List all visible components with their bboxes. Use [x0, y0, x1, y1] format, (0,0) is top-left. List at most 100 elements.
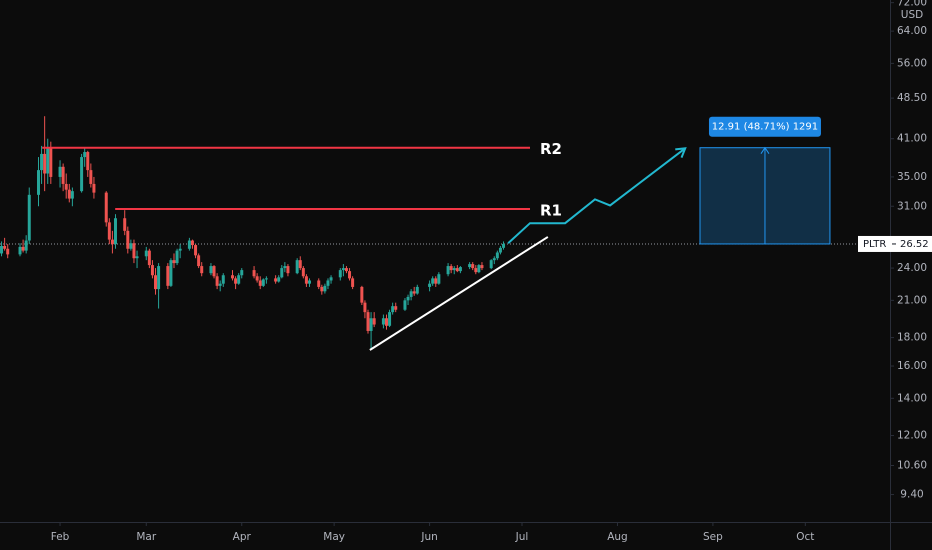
- candle-body: [172, 260, 176, 264]
- y-tick-label: 12.00: [897, 430, 927, 442]
- currency-label: USD: [901, 9, 923, 21]
- x-tick-label: Oct: [796, 531, 814, 543]
- candle-body: [169, 260, 173, 286]
- y-tick-label: 72.00: [897, 0, 927, 9]
- candle-body: [264, 278, 268, 280]
- candle-body: [126, 230, 130, 249]
- candle-body: [27, 194, 31, 241]
- candle-body: [369, 318, 373, 331]
- candle-body: [280, 268, 284, 278]
- candle-body: [80, 157, 84, 192]
- candle-body: [489, 260, 493, 269]
- candle-body: [200, 266, 204, 274]
- candle-body: [83, 152, 87, 158]
- candle-body: [61, 166, 65, 184]
- candle-body: [437, 274, 441, 284]
- x-tick-label: Aug: [607, 531, 628, 543]
- candle-body: [261, 279, 265, 286]
- candle-body: [18, 246, 22, 255]
- candle-body: [154, 275, 158, 290]
- candle-body: [298, 260, 302, 269]
- candle-body: [403, 300, 407, 310]
- candle-body: [480, 265, 484, 269]
- candle-body: [43, 153, 47, 174]
- candle-body: [24, 240, 28, 251]
- candle-body: [415, 286, 419, 294]
- y-tick-label: 18.00: [897, 332, 927, 344]
- candle-body: [166, 266, 170, 286]
- candle-body: [240, 270, 244, 276]
- y-tick-label: 35.00: [897, 171, 927, 183]
- y-tick-label: 14.00: [897, 392, 927, 404]
- candle-body: [3, 245, 7, 249]
- measure-arrowhead: [760, 146, 770, 154]
- y-tick-label: 21.00: [897, 294, 927, 306]
- measure-label-box: [708, 116, 821, 137]
- y-tick-label: 64.00: [897, 25, 927, 37]
- candle-body: [295, 260, 299, 274]
- candle-body: [458, 267, 462, 272]
- candle-body: [388, 312, 392, 326]
- y-tick-label: 31.00: [897, 200, 927, 212]
- candle-body: [477, 265, 481, 273]
- candle-body: [46, 147, 50, 174]
- candle-body: [113, 218, 117, 245]
- candle-body: [144, 250, 148, 257]
- candle-body: [64, 183, 68, 190]
- candle-body: [212, 266, 216, 277]
- candle-body: [317, 280, 321, 287]
- y-tick-label: 9.40: [900, 489, 923, 501]
- candle-body: [237, 275, 241, 284]
- resistance-label: R2: [540, 140, 562, 158]
- candle-body: [194, 245, 198, 256]
- candle-body: [132, 243, 136, 259]
- candle-body: [21, 246, 25, 251]
- x-tick-label: Jun: [420, 531, 437, 543]
- y-tick-label: 48.50: [897, 92, 927, 104]
- candle-body: [221, 275, 225, 284]
- candle-body: [384, 318, 388, 326]
- candle-body: [40, 153, 44, 171]
- candle-body: [231, 275, 235, 279]
- price-tag-value: 26.52: [900, 239, 929, 250]
- x-tick-label: Mar: [136, 531, 156, 543]
- candle-body: [67, 189, 71, 199]
- x-tick-label: Jul: [515, 531, 529, 543]
- candle-body: [351, 278, 355, 287]
- candle-body: [455, 268, 459, 272]
- projection-arrowhead: [675, 147, 687, 158]
- y-tick-label: 24.00: [897, 262, 927, 274]
- x-tick-label: Apr: [233, 531, 252, 543]
- candle-body: [234, 278, 238, 284]
- y-tick-label: 10.60: [897, 460, 927, 472]
- candle-body: [406, 296, 410, 301]
- candle-body: [178, 248, 182, 251]
- y-tick-label: 41.00: [897, 133, 927, 145]
- candle-body: [58, 166, 62, 177]
- candle-body: [446, 266, 450, 275]
- candle-body: [70, 191, 74, 199]
- candle-body: [92, 183, 96, 193]
- candle-body: [360, 286, 364, 303]
- candle-body: [471, 264, 475, 269]
- resistance-label: R1: [540, 201, 562, 219]
- candle-body: [492, 258, 496, 261]
- candle-body: [129, 243, 133, 249]
- candle-body: [344, 268, 348, 272]
- candle-body: [255, 276, 259, 281]
- candle-body: [197, 255, 201, 267]
- candle-body: [502, 243, 506, 248]
- candle-body: [363, 302, 367, 313]
- x-tick-label: Sep: [703, 531, 723, 543]
- candle-body: [107, 222, 111, 240]
- candle-body: [209, 266, 213, 274]
- candle-body: [341, 268, 345, 271]
- candle-body: [452, 268, 456, 271]
- candle-body: [348, 271, 352, 279]
- candle-body: [381, 318, 385, 325]
- candle-body: [135, 256, 139, 259]
- candle-body: [428, 283, 432, 287]
- candle-body: [495, 252, 499, 259]
